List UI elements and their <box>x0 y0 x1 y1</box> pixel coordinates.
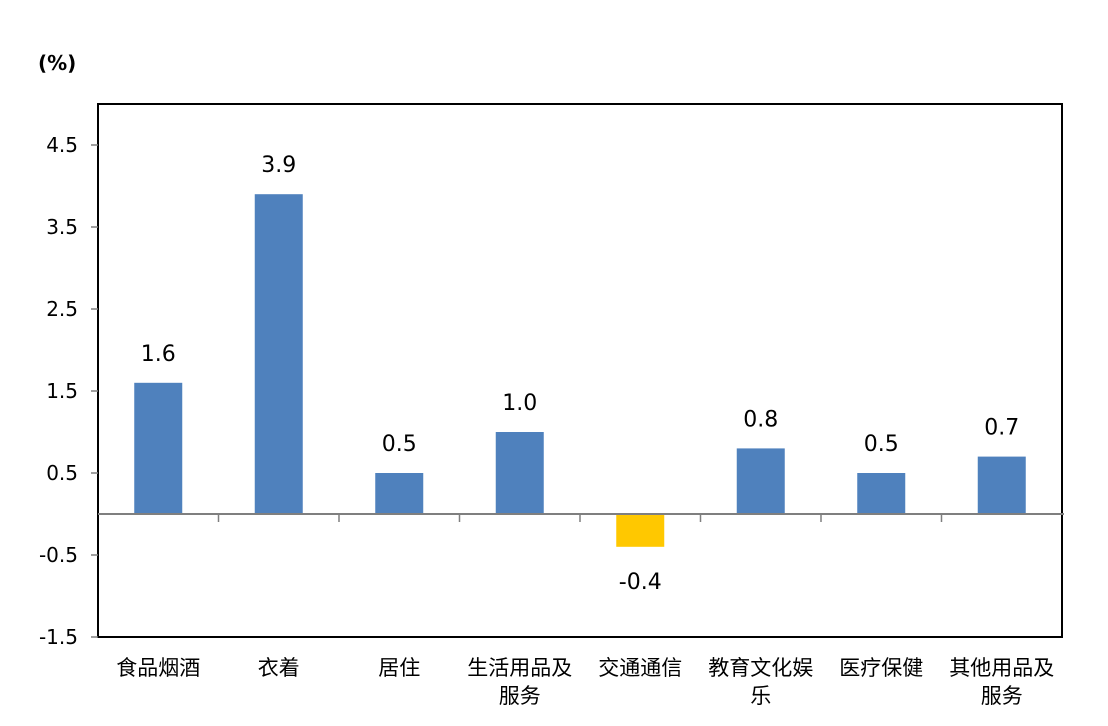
category-label-4: 生活用品及服务 <box>467 656 572 708</box>
category-label-line: 医疗保健 <box>839 656 923 680</box>
y-tick-label: 0.5 <box>46 461 78 485</box>
bar-8 <box>977 456 1026 514</box>
data-label-3: 0.5 <box>382 432 417 457</box>
data-label-4: 1.0 <box>502 391 537 416</box>
category-label-line: 食品烟酒 <box>116 656 200 680</box>
bar-5 <box>616 514 665 547</box>
y-tick-label: 1.5 <box>46 379 78 403</box>
data-label-6: 0.8 <box>743 407 778 432</box>
y-tick-label: 3.5 <box>46 215 78 239</box>
bar-4 <box>495 432 544 514</box>
category-label-1: 食品烟酒 <box>116 656 200 680</box>
plot-area-frame <box>97 103 1063 638</box>
category-label-line: 服务 <box>499 684 541 708</box>
category-label-line: 乐 <box>750 684 771 708</box>
data-label-2: 3.9 <box>261 153 296 178</box>
y-tick-label: 4.5 <box>46 133 78 157</box>
category-label-5: 交通通信 <box>598 656 682 680</box>
data-label-1: 1.6 <box>141 342 176 367</box>
y-axis-unit-label: (%) <box>38 51 76 75</box>
category-label-3: 居住 <box>378 656 420 680</box>
category-label-line: 服务 <box>981 684 1023 708</box>
bar-7 <box>857 473 906 514</box>
category-label-line: 生活用品及 <box>467 656 572 680</box>
category-label-line: 交通通信 <box>598 656 682 680</box>
category-label-7: 医疗保健 <box>839 656 923 680</box>
category-label-line: 其他用品及 <box>949 656 1054 680</box>
bar-3 <box>375 473 424 514</box>
data-label-5: -0.4 <box>619 570 662 595</box>
data-label-7: 0.5 <box>864 432 899 457</box>
category-label-2: 衣着 <box>258 656 300 680</box>
y-tick-label: -0.5 <box>39 543 78 567</box>
category-label-line: 衣着 <box>258 656 300 680</box>
category-label-line: 教育文化娱 <box>708 656 813 680</box>
category-label-8: 其他用品及服务 <box>949 656 1054 708</box>
data-label-8: 0.7 <box>984 416 1019 441</box>
y-tick-label: -1.5 <box>39 625 78 649</box>
bar-6 <box>736 448 785 514</box>
category-label-line: 居住 <box>378 656 420 680</box>
bar-1 <box>134 382 183 514</box>
y-tick-label: 2.5 <box>46 297 78 321</box>
bar-2 <box>254 194 303 514</box>
category-label-6: 教育文化娱乐 <box>708 656 813 708</box>
